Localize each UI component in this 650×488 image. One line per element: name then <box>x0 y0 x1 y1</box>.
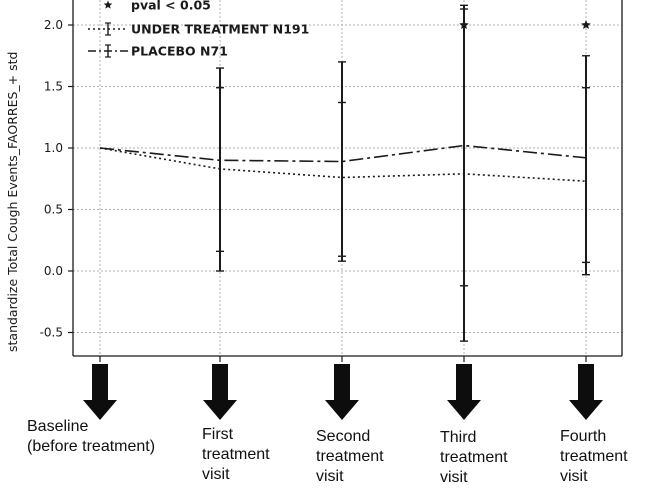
significance-star <box>459 20 469 30</box>
y-tick-label: 0.0 <box>44 264 63 278</box>
significance-star <box>581 20 591 30</box>
y-tick-label: -0.5 <box>40 326 63 340</box>
x-ticks <box>99 356 587 362</box>
x-category-label: Baseline (before treatment) <box>27 418 156 455</box>
x-category-label: Third treatment visit <box>440 429 508 486</box>
legend: pval < 0.05 UNDER TREATMENT N191 PLACEBO N… <box>88 0 309 59</box>
series-placebo <box>99 4 590 342</box>
series-line <box>99 147 587 183</box>
down-arrow-icon <box>83 364 117 420</box>
down-arrow-icon <box>569 364 603 420</box>
legend-label: PLACEBO N71 <box>131 44 228 59</box>
down-arrow-icon <box>447 364 481 420</box>
legend-label: UNDER TREATMENT N191 <box>131 22 309 37</box>
y-tick-label: 0.5 <box>44 203 63 217</box>
y-tick-label: 1.0 <box>44 141 63 155</box>
down-arrow-icon <box>325 364 359 420</box>
y-tick-label: 1.5 <box>44 80 63 94</box>
legend-star-icon <box>103 0 113 9</box>
significance-markers <box>459 20 591 30</box>
series <box>99 4 590 342</box>
down-arrow-icon <box>203 364 237 420</box>
x-category-label: First treatment visit <box>202 426 270 483</box>
y-ticks: 2.0 1.5 1.0 0.5 0.0 -0.5 <box>40 18 73 340</box>
x-category-label: Second treatment visit <box>316 428 384 485</box>
y-axis-label: standardize Total Cough Events_FAORRES_+… <box>5 52 20 352</box>
series-line <box>99 144 587 163</box>
legend-label: pval < 0.05 <box>131 0 211 13</box>
y-tick-label: 2.0 <box>44 18 63 32</box>
visit-arrows <box>83 364 603 420</box>
x-category-label: Fourth treatment visit <box>560 428 628 485</box>
